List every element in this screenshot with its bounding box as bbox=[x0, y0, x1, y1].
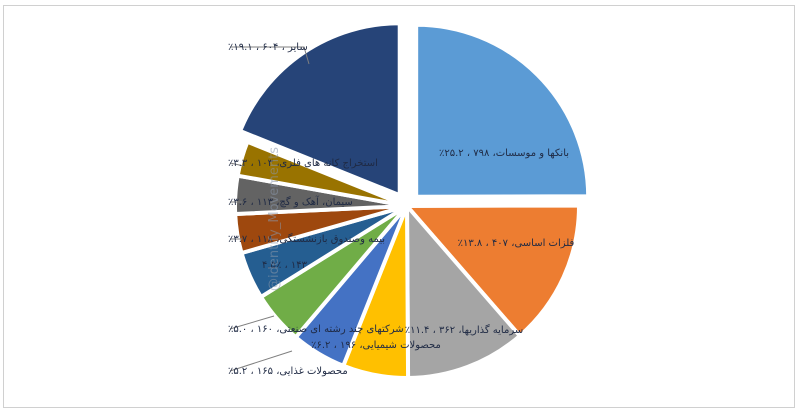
slice-label: بانکها و موسسات، ۷۹۸ ، ۲۵.۲٪ bbox=[439, 148, 569, 159]
pie-slice bbox=[402, 203, 581, 339]
pie-chart: بانکها و موسسات، ۷۹۸ ، ۲۵.۲٪ فلزات اساسی،… bbox=[228, 21, 591, 381]
data-labels: بانکها و موسسات، ۷۹۸ ، ۲۵.۲٪ فلزات اساسی،… bbox=[228, 42, 575, 377]
leader-lines bbox=[229, 46, 310, 372]
leader-line bbox=[229, 350, 293, 372]
slice-label: بیمه وصندوق بازنشستگی، ۱۱۸ ، ۳.۷٪ bbox=[228, 233, 385, 245]
chart-frame: بانکها و موسسات، ۷۹۸ ، ۲۵.۲٪ فلزات اساسی،… bbox=[3, 5, 795, 408]
slice-label: محصولات شیمیایی، ۱۹۶ ، ۶.۲٪ bbox=[311, 340, 441, 351]
slice-label: محصولات غذایی، ۱۶۵ ، ۵.۲٪ bbox=[228, 366, 348, 377]
slice-label: سرمایه گذاریها، ۳۶۲ ، ۱۱.۴٪ bbox=[405, 324, 523, 336]
slice-label: استخراج کانه های فلزی، ۱۰۳ ، ۳.۳٪ bbox=[228, 158, 378, 169]
slice-label: فلزات اساسی، ۴۰۷ ، ۱۳.۸٪ bbox=[458, 238, 575, 249]
pie-slice bbox=[414, 22, 591, 199]
slice-label: سیمان، آهک و گچ، ۱۱۳ ، ۳.۶٪ bbox=[228, 195, 353, 208]
slice-label: ۱۴۳ ، ۴.۵٪ bbox=[262, 260, 308, 271]
pie-slice bbox=[235, 139, 408, 208]
pie-slice bbox=[237, 21, 402, 199]
slice-label: سایر ، ۶۰۴ ، ۱۹.۱٪ bbox=[228, 42, 308, 53]
leader-line bbox=[230, 46, 310, 65]
watermark: @identify_Movements bbox=[267, 147, 282, 291]
slice-label: شرکتهای چند رشته ای صنعتی، ۱۶۰ ، ۵.۰٪ bbox=[228, 324, 404, 335]
leader-line bbox=[229, 315, 275, 330]
pie-slices bbox=[233, 21, 591, 381]
leader-line bbox=[229, 162, 245, 167]
pie-slice bbox=[404, 200, 523, 381]
